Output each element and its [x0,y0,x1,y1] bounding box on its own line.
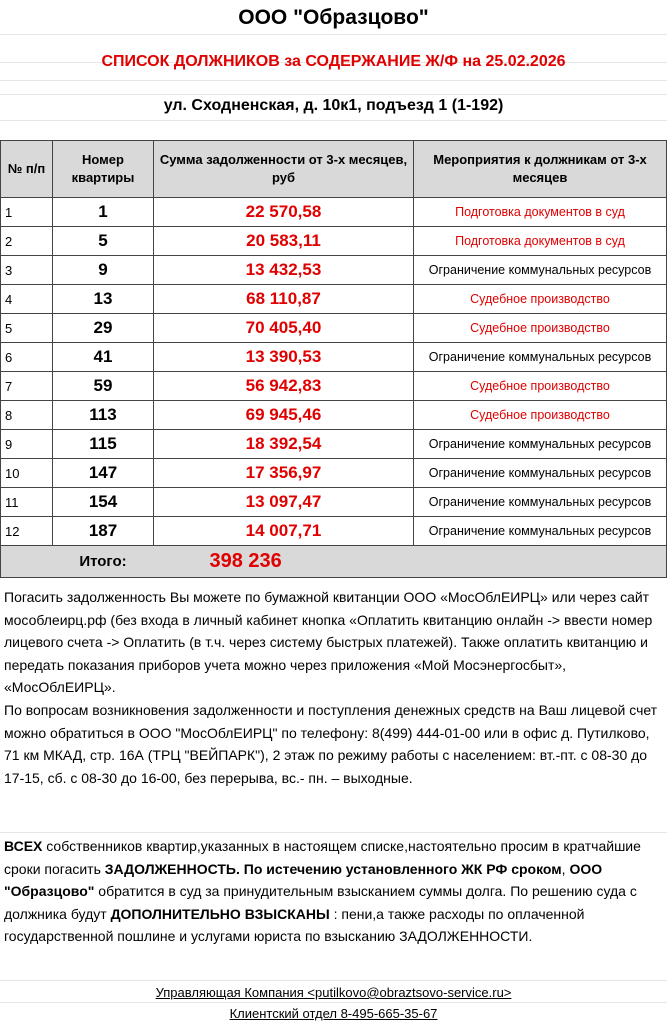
total-row: Итого: 398 236 [0,545,667,578]
row-number: 6 [0,342,53,372]
row-number: 11 [0,487,53,517]
table-row: 12 187 14 007,71 Ограничение коммунальных р… [0,516,667,546]
apartment-number: 187 [52,516,154,546]
row-number: 4 [0,284,53,314]
table-row: 5 29 70 405,40 Судебное производство [0,313,667,343]
debt-sum: 70 405,40 [153,313,414,343]
table-row: 6 41 13 390,53 Ограничение коммунальных рес… [0,342,667,372]
apartment-number: 147 [52,458,154,488]
apartment-number: 115 [52,429,154,459]
table-row: 3 9 13 432,53 Ограничение коммунальных ресу… [0,255,667,285]
total-value: 398 236 [153,545,414,578]
warning-paragraph: ВСЕХ собственников квартир,указанных в н… [4,838,641,945]
row-number: 10 [0,458,53,488]
apartment-number: 113 [52,400,154,430]
table-row: 7 59 56 942,83 Судебное производство [0,371,667,401]
row-number: 3 [0,255,53,285]
debt-sum: 56 942,83 [153,371,414,401]
table-row: 2 5 20 583,11 Подготовка документов в суд [0,226,667,256]
action: Подготовка документов в суд [413,226,667,256]
action: Ограничение коммунальных ресурсов [413,342,667,372]
client-dept-phone: Клиентский отдел 8-495-665-35-67 [229,1006,438,1021]
total-label: Итого: [52,545,154,578]
col-apartment: Номер квартиры [52,140,154,198]
debt-sum: 68 110,87 [153,284,414,314]
row-number: 2 [0,226,53,256]
table-row: 8 113 69 945,46 Судебное производство [0,400,667,430]
apartment-number: 29 [52,313,154,343]
company-email-link[interactable]: Управляющая Компания <putilkovo@obraztso… [155,985,512,1000]
action: Судебное производство [413,371,667,401]
payment-paragraph: Погасить задолженность Вы можете по бума… [4,589,653,696]
action: Подготовка документов в суд [413,197,667,227]
row-number: 8 [0,400,53,430]
col-actions: Мероприятия к должникам от 3-х месяцев [413,140,667,198]
table-row: 9 115 18 392,54 Ограничение коммунальных ре… [0,429,667,459]
debt-sum: 20 583,11 [153,226,414,256]
company-title: ООО "Образцово" [238,6,429,29]
col-number: № п/п [0,140,53,198]
action: Ограничение коммунальных ресурсов [413,429,667,459]
debtors-table: № п/п Номер квартиры Сумма задолженности… [0,140,667,578]
debt-sum: 14 007,71 [153,516,414,546]
debt-sum: 17 356,97 [153,458,414,488]
contact-paragraph: По вопросам возникновения задолженности … [4,701,658,786]
row-number: 7 [0,371,53,401]
debt-sum: 13 432,53 [153,255,414,285]
debt-sum: 13 097,47 [153,487,414,517]
action: Ограничение коммунальных ресурсов [413,487,667,517]
apartment-number: 1 [52,197,154,227]
apartment-number: 5 [52,226,154,256]
action: Судебное производство [413,284,667,314]
list-title: СПИСОК ДОЛЖНИКОВ за СОДЕРЖАНИЕ Ж/Ф на 25… [101,53,566,70]
action: Судебное производство [413,313,667,343]
apartment-number: 59 [52,371,154,401]
debt-sum: 22 570,58 [153,197,414,227]
action: Ограничение коммунальных ресурсов [413,255,667,285]
row-number: 1 [0,197,53,227]
apartment-number: 41 [52,342,154,372]
apartment-number: 13 [52,284,154,314]
apartment-number: 154 [52,487,154,517]
action: Ограничение коммунальных ресурсов [413,516,667,546]
table-header-row: № п/п Номер квартиры Сумма задолженности… [0,140,667,198]
payment-info: Погасить задолженность Вы можете по бума… [4,586,664,789]
table-row: 10 147 17 356,97 Ограничение коммунальных р… [0,458,667,488]
action: Судебное производство [413,400,667,430]
table-row: 1 1 22 570,58 Подготовка документов в суд [0,197,667,227]
debt-sum: 13 390,53 [153,342,414,372]
address: ул. Сходненская, д. 10к1, подъезд 1 (1-1… [163,97,504,114]
row-number: 12 [0,516,53,546]
debt-sum: 18 392,54 [153,429,414,459]
row-number: 9 [0,429,53,459]
col-debt-sum: Сумма задолженности от 3-х месяцев, руб [153,140,414,198]
apartment-number: 9 [52,255,154,285]
table-row: 4 13 68 110,87 Судебное производство [0,284,667,314]
table-row: 11 154 13 097,47 Ограничение коммунальных р… [0,487,667,517]
row-number: 5 [0,313,53,343]
debt-sum: 69 945,46 [153,400,414,430]
action: Ограничение коммунальных ресурсов [413,458,667,488]
